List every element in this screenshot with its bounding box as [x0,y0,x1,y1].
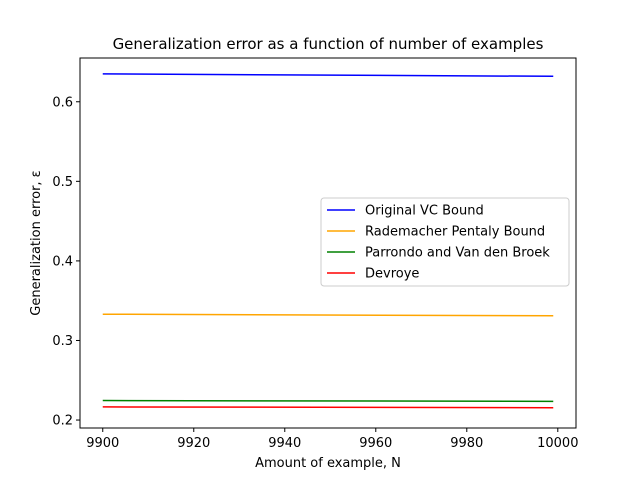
plot-frame [79,57,577,429]
y-tick-label: 0.4 [52,254,73,269]
x-tick-label: 9920 [177,436,210,451]
x-axis: 9900 9920 9940 9960 9980 10000 [86,428,578,451]
x-tick-label: 9960 [359,436,392,451]
y-tick-label: 0.5 [52,175,73,190]
x-tick-label: 9900 [86,436,119,451]
legend-box [320,197,570,287]
chart-title: Generalization error as a function of nu… [113,35,544,53]
y-axis: 0.2 0.3 0.4 0.5 0.6 [52,95,80,429]
x-tick-label: 10000 [537,436,578,451]
series-line-2 [102,399,554,403]
series-line-3 [102,406,554,409]
legend-entry-1: Rademacher Pentaly Bound [365,225,545,240]
legend-entry-2: Parrondo and Van den Broek [365,246,550,261]
y-tick-label: 0.6 [52,95,73,110]
series-line-0 [102,73,554,78]
legend-entry-0: Original VC Bound [365,204,484,219]
y-axis-label: Generalization error, ε [29,170,44,315]
x-tick-label: 9940 [268,436,301,451]
plot-area [102,73,554,409]
series-line-1 [102,313,554,317]
legend-entry-3: Devroye [365,267,419,282]
x-axis-label: Amount of example, N [255,456,401,471]
x-tick-label: 9980 [450,436,483,451]
y-tick-label: 0.3 [52,334,73,349]
y-tick-label: 0.2 [52,414,73,429]
legend: Original VC Bound Rademacher Pentaly Boun… [320,197,570,287]
